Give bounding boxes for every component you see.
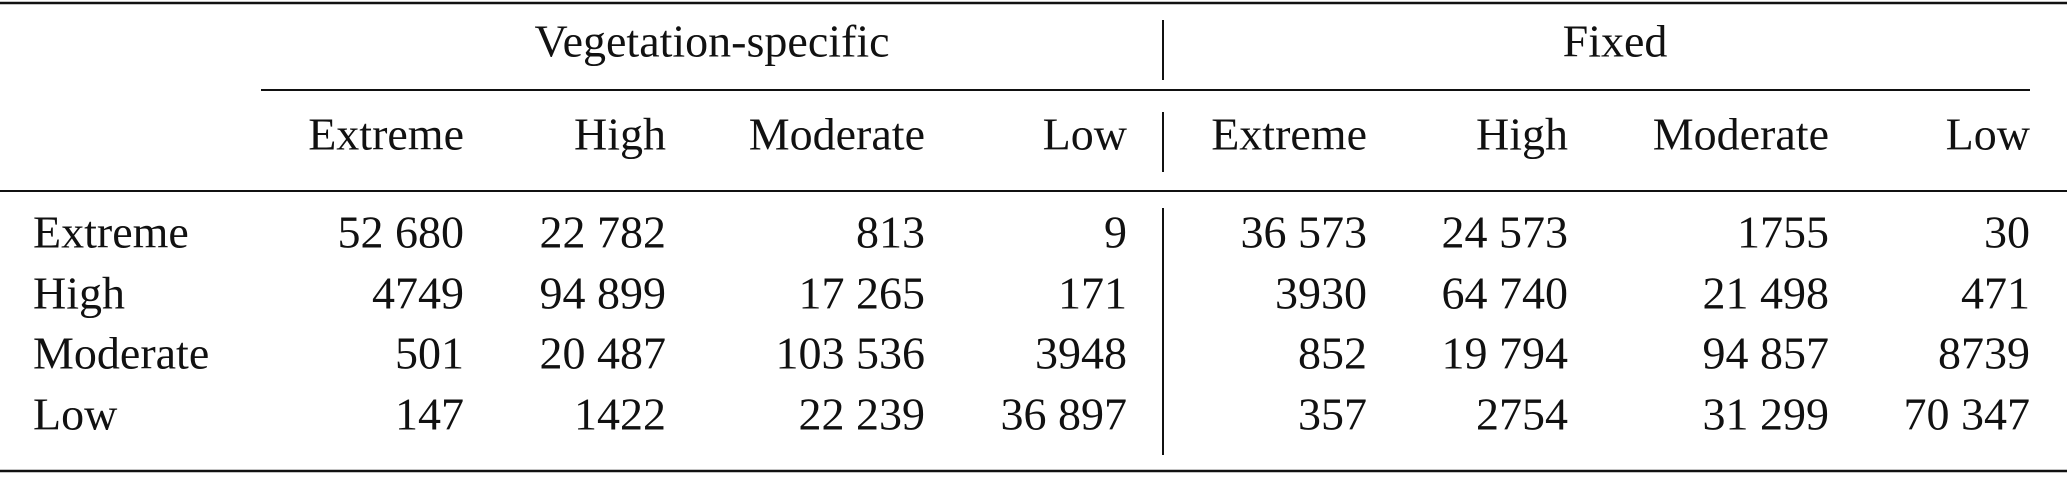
cell: 36 573 [1241,207,1368,258]
cell: 20 487 [540,328,667,379]
column-header: Extreme [308,109,464,160]
cell: 171 [1058,268,1127,319]
cell: 24 573 [1442,207,1569,258]
column-header: Extreme [1211,109,1367,160]
cell: 2754 [1476,389,1568,440]
cell: 147 [395,389,464,440]
cell: 64 740 [1442,268,1569,319]
cell: 22 782 [540,207,667,258]
group-header: Vegetation-specific [534,16,889,67]
cell: 4749 [372,268,464,319]
cell: 17 265 [799,268,926,319]
cell: 22 239 [799,389,926,440]
row-label: Low [33,389,118,440]
cell: 8739 [1938,328,2030,379]
cell: 1422 [574,389,666,440]
column-header: High [574,109,666,160]
column-header: Low [1043,109,1128,160]
cell: 30 [1984,207,2030,258]
group-header: Fixed [1563,16,1668,67]
cell: 21 498 [1703,268,1830,319]
row-label: High [33,268,125,319]
cell: 813 [856,207,925,258]
cell: 9 [1104,207,1127,258]
row-label: Extreme [33,207,189,258]
cell: 52 680 [338,207,465,258]
column-header: Moderate [1653,109,1829,160]
cell: 501 [395,328,464,379]
cell: 357 [1298,389,1367,440]
cell: 1755 [1737,207,1829,258]
cell: 70 347 [1904,389,2031,440]
cell: 852 [1298,328,1367,379]
cell: 94 857 [1703,328,1830,379]
column-header: Moderate [749,109,925,160]
cell: 94 899 [540,268,667,319]
column-header: High [1476,109,1568,160]
column-header: Low [1946,109,2031,160]
cell: 3930 [1275,268,1367,319]
cell: 471 [1961,268,2030,319]
cell: 3948 [1035,328,1127,379]
row-label: Moderate [33,328,209,379]
cell: 31 299 [1703,389,1830,440]
cell: 19 794 [1442,328,1569,379]
cell: 36 897 [1001,389,1128,440]
cell: 103 536 [776,328,926,379]
